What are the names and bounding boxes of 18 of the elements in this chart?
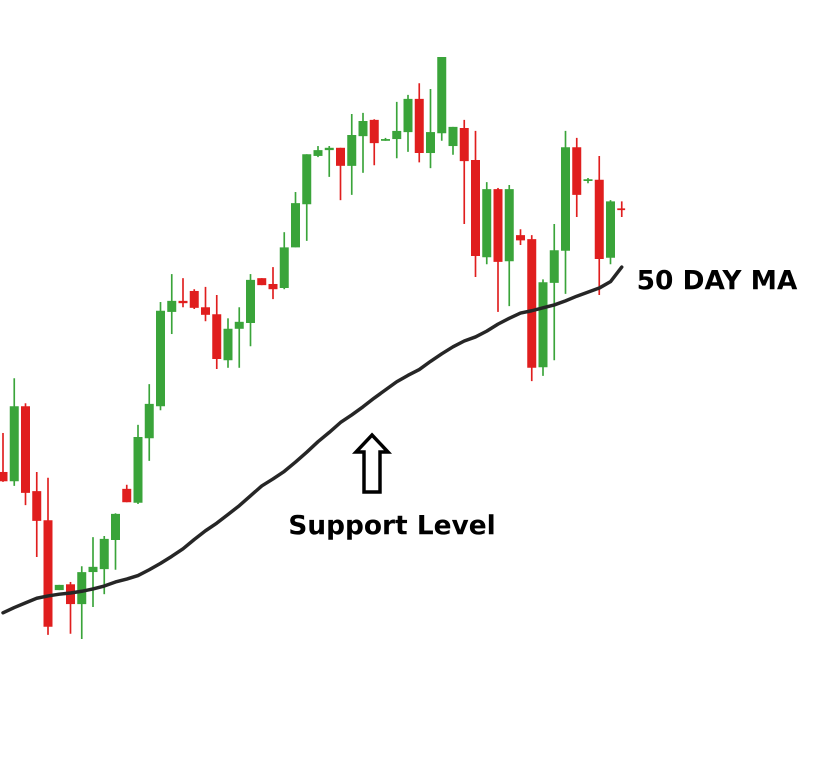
- candlestick: [448, 126, 458, 156]
- candlestick: [0, 432, 8, 483]
- candlestick: [516, 228, 525, 246]
- candlestick: [358, 112, 368, 174]
- candlestick: [314, 145, 322, 158]
- candlestick: [370, 118, 379, 166]
- candlestick: [268, 266, 278, 300]
- text: 50 DAY MA: [638, 270, 798, 290]
- candlestick: [190, 288, 199, 310]
- candlestick: [426, 88, 435, 169]
- candlestick: [336, 146, 345, 202]
- annotation: Support Level: [290, 514, 494, 540]
- candlestick: [122, 484, 132, 504]
- candlestick: [234, 306, 244, 369]
- candlestick: [88, 536, 98, 608]
- candlestick: [167, 273, 176, 335]
- candlestick: [201, 286, 210, 322]
- candlestick: [392, 100, 402, 160]
